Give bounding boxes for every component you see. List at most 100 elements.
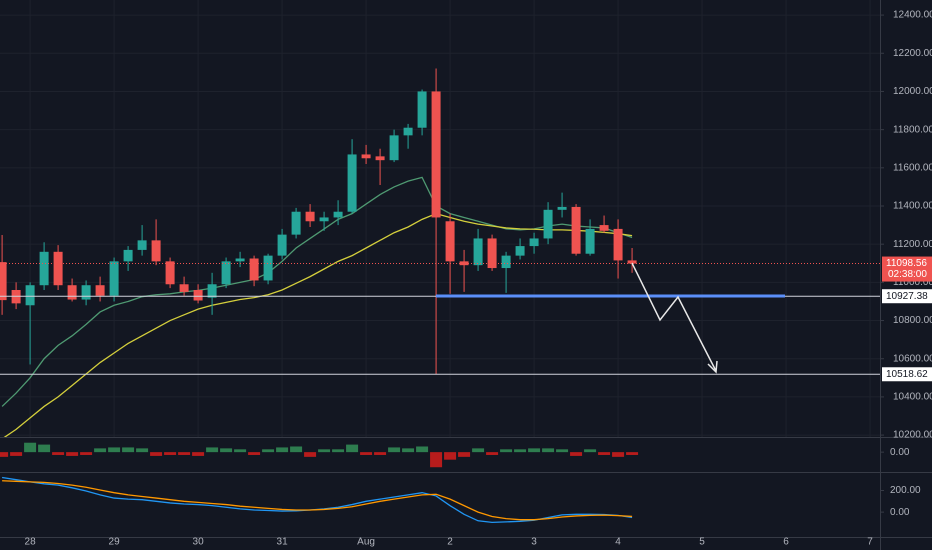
- volume-bar: [416, 446, 429, 453]
- volume-bar: [598, 452, 611, 455]
- candle-body: [361, 154, 371, 159]
- volume-bar: [444, 452, 457, 460]
- volume-bar: [500, 449, 513, 453]
- y-tick-label: 10600.00: [893, 353, 932, 364]
- volume-bar: [388, 447, 401, 453]
- x-tick-label: 3: [531, 537, 537, 548]
- volume-bar: [556, 449, 569, 453]
- volume-bar: [122, 447, 135, 453]
- candle-body: [431, 91, 441, 218]
- volume-bar: [38, 444, 51, 453]
- volume-bar: [360, 452, 373, 455]
- candle-body: [179, 284, 189, 292]
- candle-body: [347, 154, 357, 212]
- volume-bar: [80, 452, 93, 455]
- candle-body: [249, 258, 259, 281]
- candle-body: [389, 135, 399, 161]
- candle-body: [235, 258, 245, 262]
- candle-body: [543, 209, 553, 239]
- level-label: 10518.62: [886, 369, 928, 380]
- candle-body: [515, 246, 525, 256]
- candle-body: [221, 261, 231, 285]
- candle-body: [613, 228, 623, 261]
- candle-body: [25, 285, 35, 306]
- y-tick-label: 12400.00: [893, 10, 932, 21]
- volume-bar: [192, 452, 205, 456]
- x-tick-label: 2: [447, 537, 453, 548]
- volume-bar: [52, 452, 65, 455]
- candle-body: [151, 240, 161, 262]
- candle-body: [333, 211, 343, 218]
- x-tick-label: 28: [25, 537, 37, 548]
- volume-bar: [542, 448, 555, 453]
- volume-bar: [206, 447, 219, 453]
- x-tick-label: 29: [109, 537, 121, 548]
- volume-bar: [234, 449, 247, 453]
- volume-bar: [626, 452, 639, 455]
- price-panel: [0, 0, 880, 437]
- y-tick-label: 200.00: [890, 485, 921, 496]
- volume-bar: [248, 452, 261, 455]
- y-tick-label: 11000.00: [893, 277, 932, 288]
- candle-body: [165, 261, 175, 285]
- volume-bar: [0, 452, 9, 457]
- projection-arrow: [631, 262, 717, 372]
- candle-body: [445, 221, 455, 262]
- candle-body: [487, 238, 497, 269]
- candle-body: [319, 217, 329, 222]
- y-tick-label: 11600.00: [893, 162, 932, 173]
- volume-bar: [276, 447, 289, 453]
- y-tick-label: 0.00: [890, 507, 910, 518]
- volume-bar: [528, 448, 541, 453]
- candle-body: [529, 238, 539, 247]
- candle-body: [81, 285, 91, 300]
- volume-bar: [178, 452, 191, 455]
- candle-body: [403, 127, 413, 136]
- volume-bar: [164, 452, 177, 455]
- volume-bar: [150, 452, 163, 456]
- x-tick-label: 4: [615, 537, 621, 548]
- candle-body: [501, 255, 511, 269]
- volume-bar: [332, 449, 345, 453]
- volume-panel: [0, 442, 639, 468]
- oscillator-panel: [2, 476, 633, 524]
- y-tick-label: 10800.00: [893, 315, 932, 326]
- candle-body: [95, 285, 105, 296]
- volume-bar: [290, 446, 303, 453]
- volume-bar: [430, 452, 443, 468]
- candle-body: [207, 284, 217, 298]
- last-price-label: 11098.56: [886, 258, 927, 269]
- candle-body: [417, 91, 427, 128]
- volume-bar: [458, 452, 471, 457]
- candle-body: [291, 211, 301, 235]
- x-tick-label: 31: [277, 537, 289, 548]
- candle-body: [193, 289, 203, 301]
- candle-body: [627, 260, 637, 264]
- candle-body: [0, 262, 7, 301]
- volume-bar: [570, 452, 583, 456]
- y-tick-label: 11800.00: [893, 124, 932, 135]
- candle-body: [67, 285, 77, 300]
- x-tick-label: 30: [193, 537, 205, 548]
- axes: 28 29 30 31 Aug 2 3 4 5 6 7 10200.00 10400.00 10600.0…: [25, 10, 932, 548]
- x-tick-label: 7: [867, 537, 873, 548]
- volume-bar: [318, 449, 331, 453]
- candle-body: [123, 249, 133, 262]
- volume-bar: [486, 452, 499, 455]
- volume-bar: [136, 448, 149, 453]
- y-tick-label: 0.00: [890, 447, 910, 458]
- volume-bar: [472, 448, 485, 453]
- candle-body: [473, 238, 483, 266]
- volume-bar: [402, 448, 415, 453]
- arrow-head: [707, 360, 718, 374]
- candle-body: [263, 255, 273, 281]
- volume-bar: [514, 449, 527, 453]
- candle-body: [53, 251, 63, 286]
- volume-bar: [220, 448, 233, 453]
- countdown-label: 02:38:00: [888, 269, 927, 280]
- volume-bar: [94, 448, 107, 453]
- y-tick-label: 12000.00: [893, 86, 932, 97]
